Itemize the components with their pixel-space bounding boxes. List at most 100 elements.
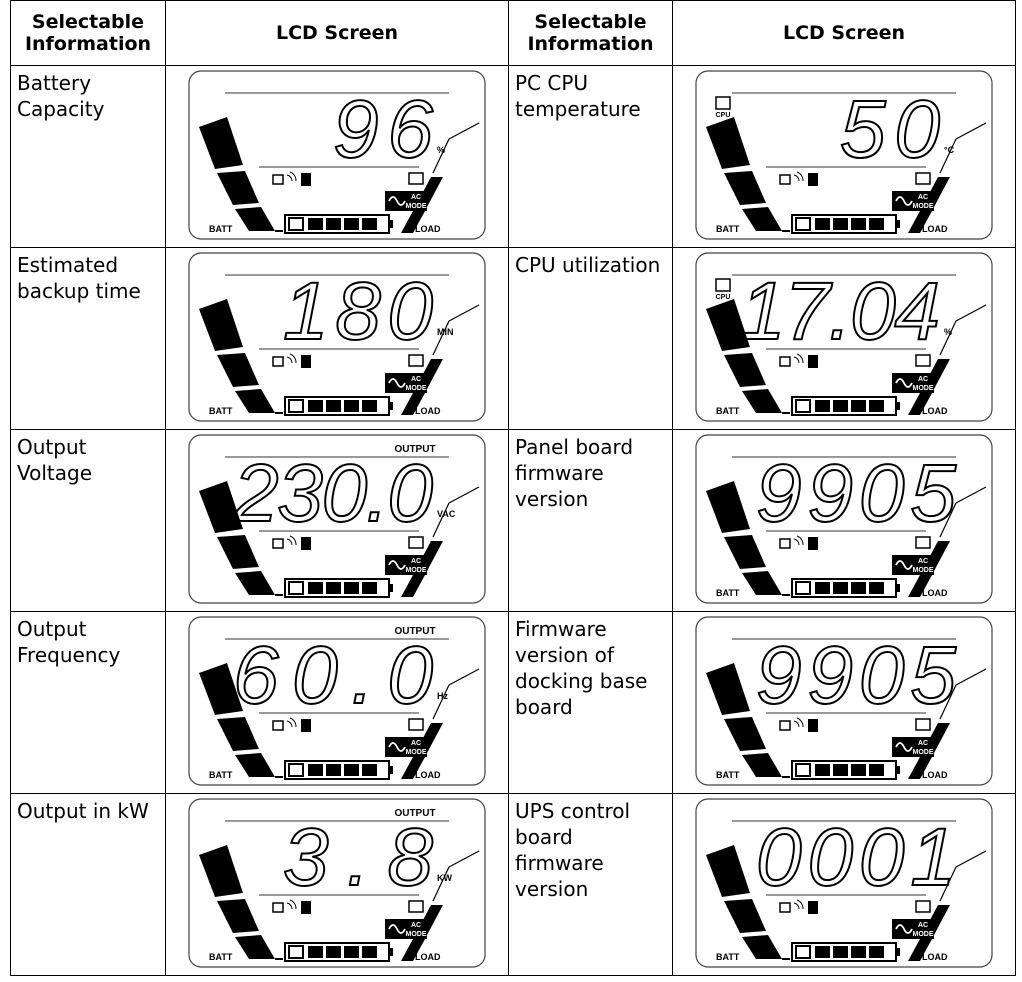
battery-cell <box>308 217 323 230</box>
load-label: LOAD <box>415 224 441 234</box>
battery-cell <box>344 945 359 958</box>
battery <box>288 944 304 959</box>
mode-label: MODE <box>913 385 934 392</box>
battery-cell <box>851 763 866 776</box>
battery-cell <box>815 581 830 594</box>
battery <box>288 398 304 413</box>
icon <box>286 899 297 909</box>
battery-cell <box>833 945 848 958</box>
battery-cell <box>869 581 884 594</box>
load-label: LOAD <box>415 770 441 780</box>
info-label: Firmware version of docking base board <box>508 611 673 794</box>
mode-label: MODE <box>406 567 427 574</box>
ac-label: AC <box>918 194 928 201</box>
lcd-digits: 96 <box>333 84 433 175</box>
icon <box>779 355 791 367</box>
battery-cell <box>362 763 377 776</box>
icon <box>388 377 406 388</box>
info-label: UPS control board firmware version <box>508 793 673 976</box>
info-label: Output Voltage <box>10 429 166 612</box>
icon <box>301 900 311 914</box>
lcd-frame <box>188 797 486 968</box>
lcd-digits: 180 <box>283 266 433 357</box>
table-row: Output in kW AC MODE BATT LOAD OUTPUT 3.8 KW UPS… <box>10 793 1016 976</box>
mode-label: MODE <box>406 385 427 392</box>
icon <box>388 559 406 570</box>
battery-cell <box>833 399 848 412</box>
battery <box>389 219 393 228</box>
battery-cell <box>344 763 359 776</box>
lcd-frame <box>695 797 993 968</box>
ac-mode-box <box>892 554 934 575</box>
icon <box>272 901 284 913</box>
battery <box>896 219 900 228</box>
icon <box>895 741 913 752</box>
lcd-bars <box>199 662 275 777</box>
battery <box>389 765 393 774</box>
icon <box>895 923 913 934</box>
icon <box>915 899 931 913</box>
battery-cell <box>308 581 323 594</box>
batt-label: BATT <box>716 952 740 962</box>
lcd-line <box>939 485 987 537</box>
ac-label: AC <box>411 558 421 565</box>
icon <box>388 195 406 206</box>
lcd-unit: % <box>944 327 952 337</box>
lcd-line <box>939 303 987 355</box>
icon <box>301 536 311 550</box>
batt-label: BATT <box>209 952 233 962</box>
icon <box>895 377 913 388</box>
battery-cell <box>326 763 341 776</box>
icon <box>915 535 931 549</box>
ac-label: AC <box>411 194 421 201</box>
lcd-line <box>432 121 480 173</box>
lcd-bars <box>706 298 782 413</box>
battery <box>795 398 811 413</box>
table-row: Estimated backup time AC MODE BATT LOAD 180 MI… <box>10 247 1016 430</box>
lcd-screen: AC MODE BATT LOAD 9905 <box>695 615 993 786</box>
icon <box>793 353 804 363</box>
load-label: LOAD <box>415 406 441 416</box>
info-label: Panel board firmware version <box>508 429 673 612</box>
icon <box>808 354 818 368</box>
info-label: PC CPU temperature <box>508 65 673 248</box>
info-label: Battery Capacity <box>10 65 166 248</box>
battery-cell <box>308 763 323 776</box>
lcd-cell: AC MODE BATT LOAD CPU TEMP 50 °C <box>672 65 1016 248</box>
ac-label: AC <box>918 376 928 383</box>
lcd-bars <box>706 662 782 777</box>
lcd-frame <box>695 615 993 786</box>
lcd-line <box>939 667 987 719</box>
icon <box>408 535 424 549</box>
battery-cell <box>815 399 830 412</box>
icon <box>301 718 311 732</box>
icon <box>388 741 406 752</box>
load-label: LOAD <box>415 952 441 962</box>
batt-label: BATT <box>716 224 740 234</box>
batt-label: BATT <box>716 406 740 416</box>
icon <box>286 535 297 545</box>
battery-cell <box>326 217 341 230</box>
lcd-digits: 9905 <box>756 448 956 539</box>
mode-label: MODE <box>913 567 934 574</box>
table-row: Output Frequency AC MODE BATT LOAD OUTPUT 60.0… <box>10 611 1016 794</box>
lcd-digits: 9905 <box>756 630 956 721</box>
header-cell: LCD Screen <box>165 0 509 66</box>
icon-label: CPU <box>716 112 731 119</box>
load-label: LOAD <box>922 406 948 416</box>
lcd-screen: AC MODE BATT LOAD 0001 <box>695 797 993 968</box>
battery-cell <box>362 399 377 412</box>
icon <box>715 95 731 110</box>
load-label: LOAD <box>922 952 948 962</box>
batt-label: BATT <box>716 770 740 780</box>
lcd-unit: MIN <box>437 327 454 337</box>
lcd-digits: 60.0 <box>233 630 433 721</box>
battery-cell <box>869 399 884 412</box>
info-label: CPU utilization <box>508 247 673 430</box>
lcd-digits: 230.0 <box>232 448 433 539</box>
ac-mode-box <box>385 372 427 393</box>
header-cell: Selectable Information <box>10 0 166 66</box>
battery-cell <box>326 581 341 594</box>
lcd-unit: KW <box>437 873 452 883</box>
lcd-frame <box>695 69 993 240</box>
